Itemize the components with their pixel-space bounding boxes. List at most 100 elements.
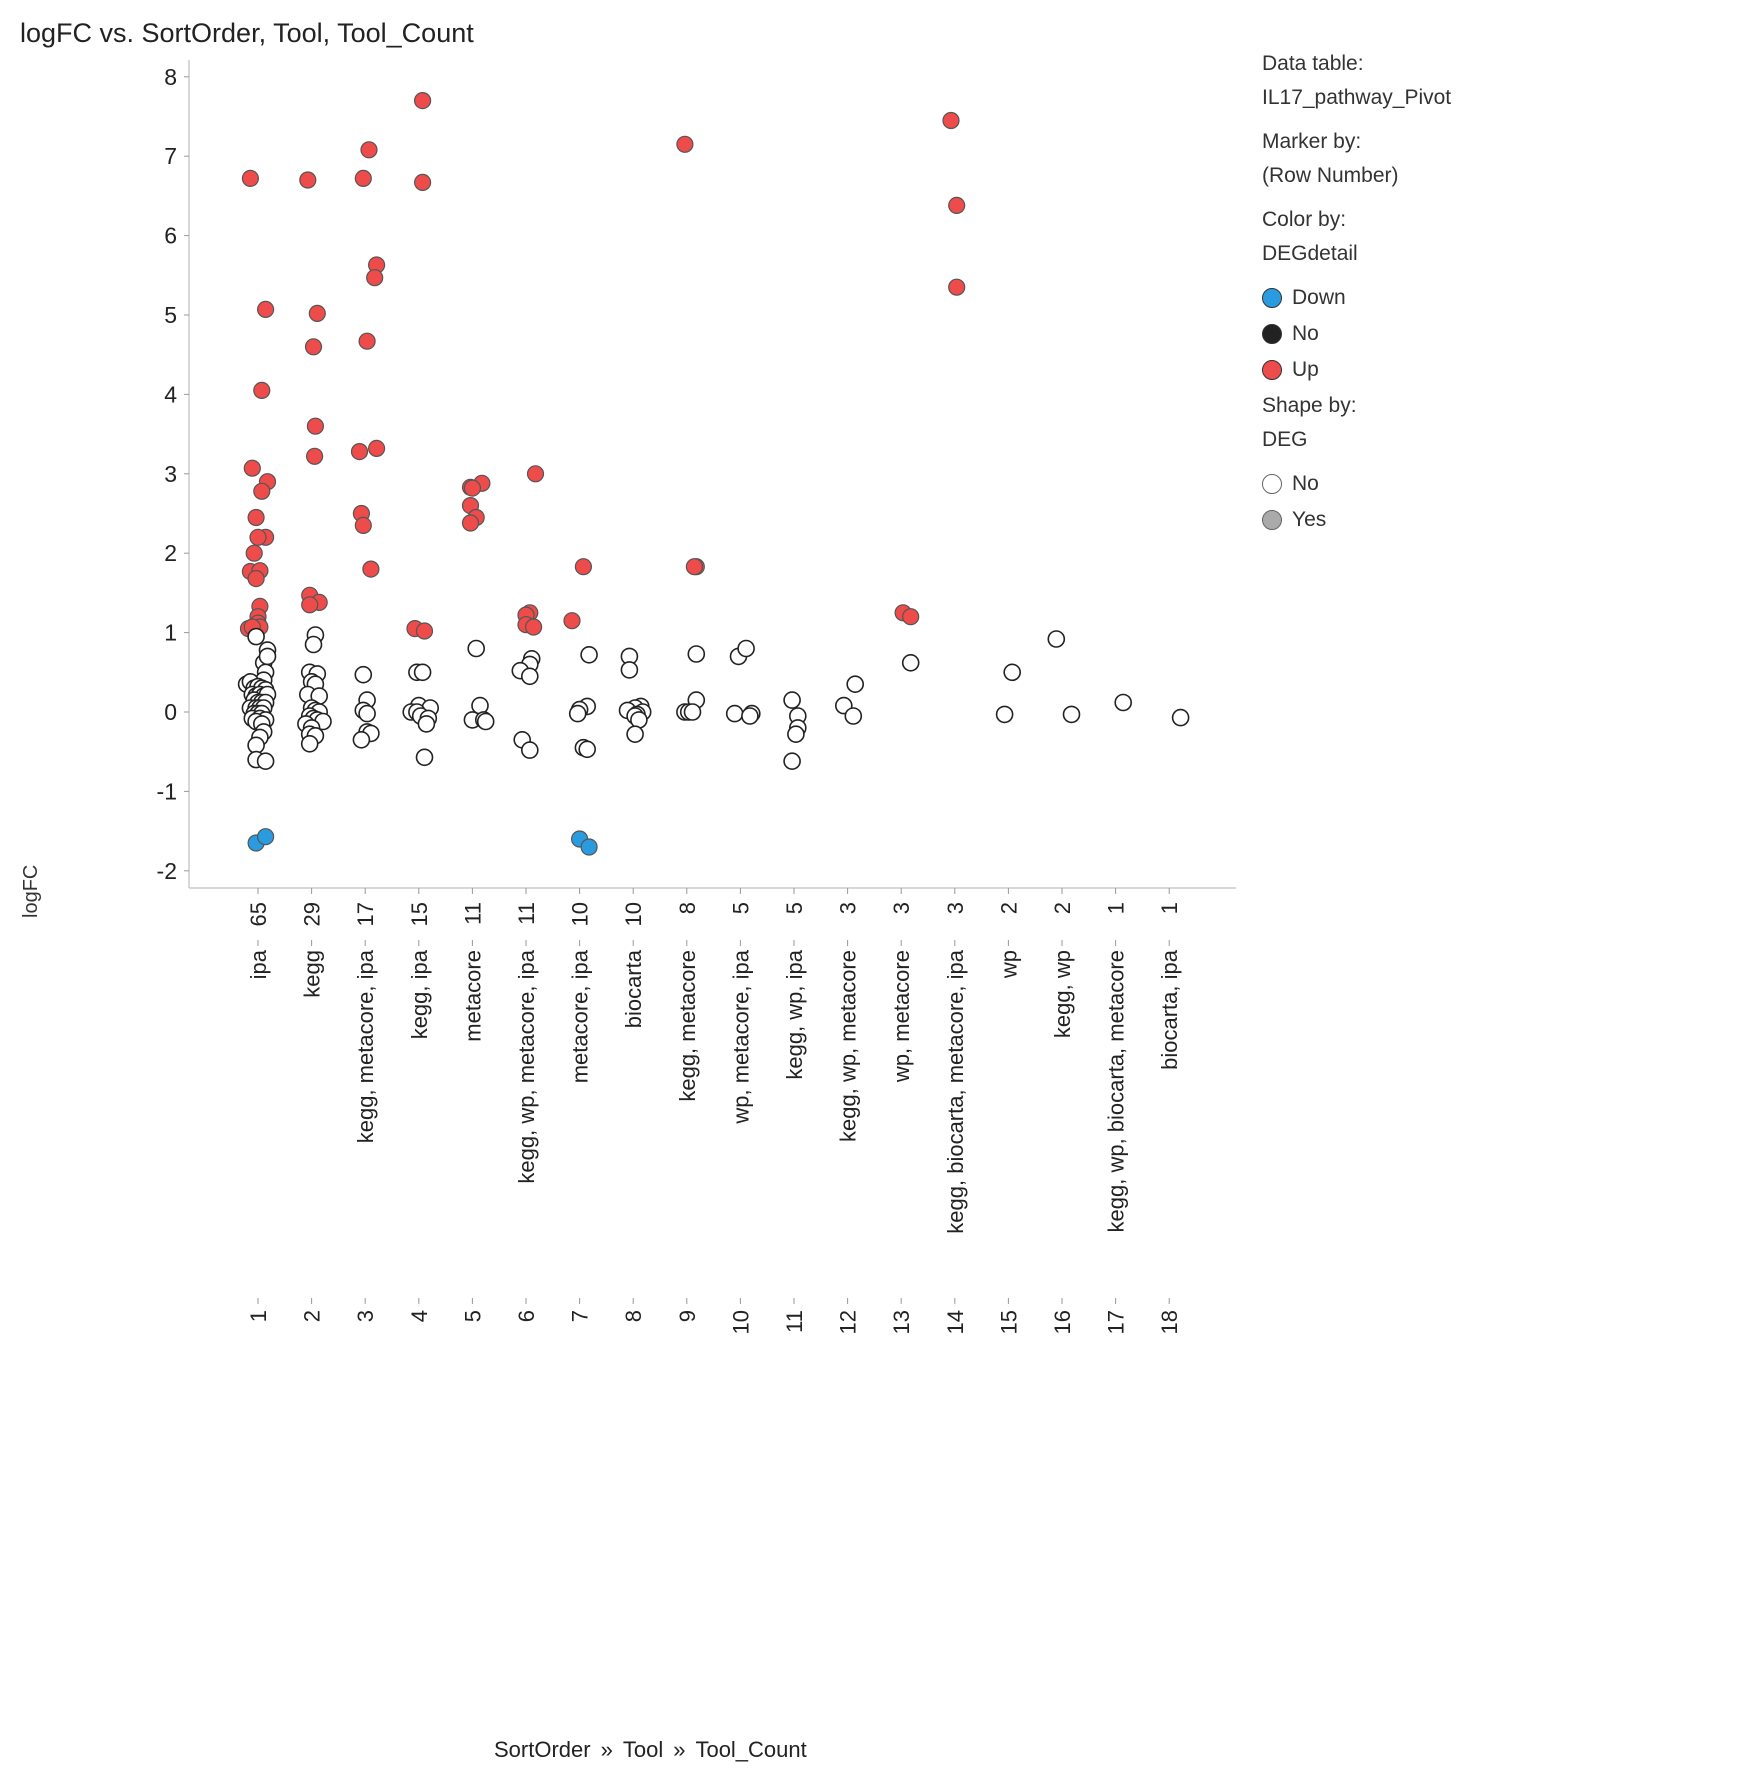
- data-point-no[interactable]: [413, 663, 432, 682]
- legend-data-table-value[interactable]: IL17_pathway_Pivot: [1262, 86, 1452, 109]
- x-axis-title-part-1[interactable]: SortOrder: [494, 1737, 591, 1762]
- data-point-up[interactable]: [676, 135, 694, 153]
- data-point-up[interactable]: [685, 558, 704, 576]
- x-axis-title-part-2[interactable]: Tool: [622, 1737, 664, 1762]
- data-point-up[interactable]: [948, 196, 966, 214]
- data-point-up[interactable]: [247, 569, 265, 588]
- data-point-up[interactable]: [942, 111, 960, 130]
- legend-shape-entry-no[interactable]: No: [1262, 472, 1662, 496]
- data-point-up[interactable]: [301, 596, 319, 614]
- legend-shape-by-value[interactable]: DEG: [1262, 428, 1308, 451]
- data-point-no[interactable]: [476, 712, 495, 731]
- data-point-no[interactable]: [415, 748, 434, 767]
- data-point-up[interactable]: [354, 516, 372, 535]
- data-point-no[interactable]: [578, 740, 597, 759]
- data-point-up[interactable]: [524, 618, 543, 636]
- data-point-no[interactable]: [626, 725, 644, 744]
- data-point-up[interactable]: [304, 338, 323, 356]
- data-point-up[interactable]: [245, 544, 263, 562]
- data-point-no[interactable]: [358, 704, 376, 723]
- y-tick-label: 0: [164, 699, 177, 725]
- data-point-up[interactable]: [247, 508, 265, 527]
- data-point-no[interactable]: [737, 639, 755, 658]
- data-point-no[interactable]: [783, 691, 801, 709]
- data-point-up[interactable]: [461, 514, 480, 532]
- x-tick-label-tool: kegg, wp, metacore: [836, 950, 861, 1142]
- data-point-up[interactable]: [362, 560, 380, 578]
- data-point-no[interactable]: [1114, 693, 1132, 712]
- legend-shape-entry-yes[interactable]: Yes: [1262, 508, 1662, 532]
- data-point-up[interactable]: [358, 332, 376, 350]
- data-point-no[interactable]: [683, 703, 702, 721]
- x-axis-title: SortOrder » Tool » Tool_Count: [494, 1737, 807, 1763]
- data-point-up[interactable]: [360, 141, 378, 159]
- legend-entry-no[interactable]: No: [1262, 322, 1662, 346]
- data-point-up[interactable]: [243, 459, 261, 477]
- data-point-no[interactable]: [258, 647, 277, 666]
- data-point-no[interactable]: [580, 645, 598, 664]
- data-point-no[interactable]: [783, 752, 801, 771]
- x-category-12: 3 kegg, wp, metacore 12: [836, 888, 861, 1334]
- data-point-up[interactable]: [526, 465, 545, 483]
- data-point-down[interactable]: [580, 838, 598, 856]
- data-point-up[interactable]: [299, 171, 317, 189]
- data-point-up[interactable]: [415, 622, 434, 640]
- data-point-no[interactable]: [300, 734, 319, 753]
- data-point-no[interactable]: [741, 707, 759, 725]
- data-point-no[interactable]: [844, 707, 863, 725]
- data-point-no[interactable]: [520, 667, 539, 686]
- data-point-up[interactable]: [354, 169, 372, 187]
- data-point-no[interactable]: [471, 696, 489, 715]
- data-point-up[interactable]: [368, 439, 386, 457]
- data-point-no[interactable]: [247, 627, 265, 646]
- data-point-no[interactable]: [846, 675, 865, 694]
- data-point-no[interactable]: [1003, 663, 1022, 682]
- legend-entry-down[interactable]: Down: [1262, 286, 1662, 310]
- data-point-no[interactable]: [1047, 630, 1066, 648]
- data-point-no[interactable]: [467, 639, 486, 658]
- x-tick-label-count: 65: [246, 902, 271, 926]
- data-point-no[interactable]: [520, 741, 539, 759]
- data-point-no[interactable]: [256, 752, 275, 771]
- data-point-up[interactable]: [241, 169, 259, 187]
- data-point-up[interactable]: [308, 304, 326, 322]
- legend-entry-up[interactable]: Up: [1262, 358, 1662, 382]
- data-point-up[interactable]: [253, 482, 271, 500]
- data-point-no[interactable]: [352, 730, 371, 749]
- data-point-up[interactable]: [249, 528, 267, 546]
- data-point-no[interactable]: [354, 665, 373, 684]
- x-axis-title-part-3[interactable]: Tool_Count: [695, 1737, 807, 1762]
- data-point-up[interactable]: [306, 417, 324, 435]
- legend-color-by-value[interactable]: DEGdetail: [1262, 242, 1358, 265]
- data-point-no[interactable]: [1062, 705, 1081, 724]
- data-point-no[interactable]: [417, 715, 436, 733]
- data-point-up[interactable]: [366, 269, 384, 287]
- data-point-down[interactable]: [257, 828, 275, 846]
- data-point-up[interactable]: [253, 381, 271, 399]
- data-point-up[interactable]: [563, 612, 581, 630]
- x-category-6: 11 kegg, wp, metacore, ipa 6: [514, 888, 539, 1322]
- data-point-no[interactable]: [687, 645, 706, 663]
- data-point-no[interactable]: [995, 705, 1014, 724]
- data-point-up[interactable]: [414, 173, 432, 191]
- data-point-up[interactable]: [257, 300, 275, 318]
- x-tick-label-tool: wp, metacore, ipa: [728, 949, 753, 1124]
- chart-title: logFC vs. SortOrder, Tool, Tool_Count: [20, 18, 474, 48]
- data-point-no[interactable]: [568, 704, 587, 723]
- data-point-no[interactable]: [304, 635, 323, 654]
- data-point-up[interactable]: [574, 558, 593, 576]
- data-point-up[interactable]: [414, 91, 432, 110]
- data-point-up[interactable]: [948, 278, 966, 296]
- data-point-no[interactable]: [787, 725, 805, 744]
- data-point-no[interactable]: [630, 711, 648, 729]
- data-point-up[interactable]: [463, 479, 481, 497]
- legend-marker-by-value[interactable]: (Row Number): [1262, 164, 1399, 187]
- data-point-up[interactable]: [350, 443, 369, 461]
- data-point-no[interactable]: [901, 653, 920, 672]
- data-point-up[interactable]: [306, 447, 324, 465]
- data-point-no[interactable]: [725, 704, 744, 723]
- data-point-up[interactable]: [902, 608, 920, 626]
- data-point-no[interactable]: [1171, 708, 1190, 727]
- x-tick-label-count: 3: [943, 902, 968, 914]
- data-point-no[interactable]: [620, 661, 639, 679]
